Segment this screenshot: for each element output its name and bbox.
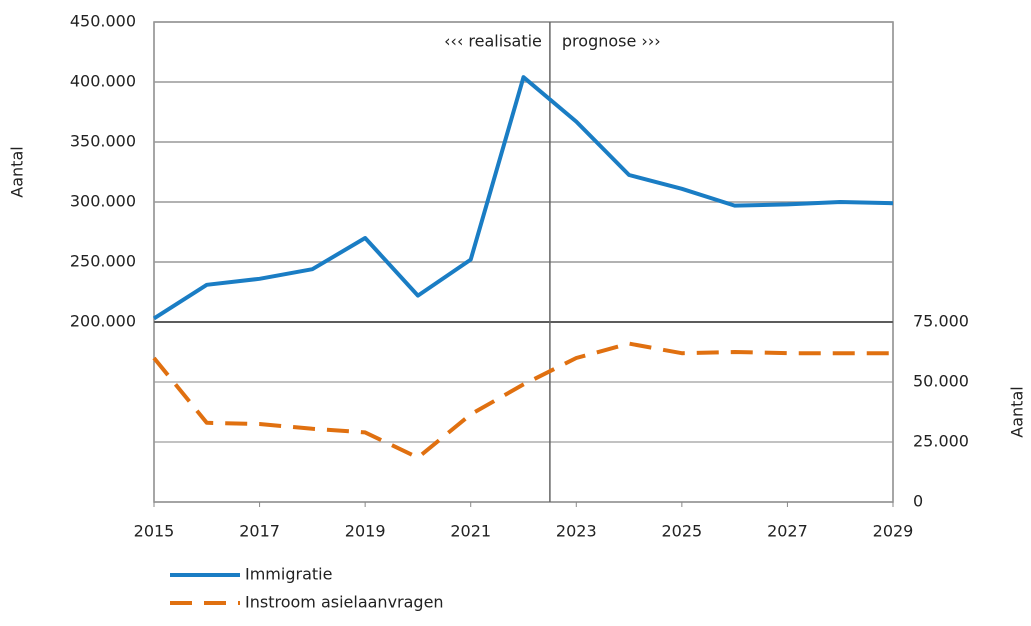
x-tick-label: 2021: [450, 522, 491, 541]
legend-label: Immigratie: [245, 565, 332, 584]
y-tick-label: 250.000: [70, 252, 136, 271]
annotation: prognose ›››: [562, 32, 661, 51]
x-tick-label: 2019: [345, 522, 386, 541]
x-tick-label: 2029: [873, 522, 914, 541]
series-line: [152, 75, 894, 321]
y2-tick-label: 0: [913, 492, 923, 511]
y2-axis-label: Aantal: [1008, 386, 1027, 437]
annotation: ‹‹‹ realisatie: [444, 32, 542, 51]
y-tick-label: 300.000: [70, 192, 136, 211]
y-tick-label: 400.000: [70, 72, 136, 91]
x-tick-label: 2015: [134, 522, 175, 541]
x-tick-label: 2027: [767, 522, 808, 541]
y2-tick-label: 75.000: [913, 312, 969, 331]
x-tick-label: 2023: [556, 522, 597, 541]
legend-label: Instroom asielaanvragen: [245, 593, 444, 612]
y2-tick-label: 50.000: [913, 372, 969, 391]
y-tick-label: 350.000: [70, 132, 136, 151]
y-tick-label: 200.000: [70, 312, 136, 331]
y-axis-label: Aantal: [8, 146, 27, 197]
series-line: [152, 341, 893, 460]
y-tick-label: 450.000: [70, 12, 136, 31]
x-tick-label: 2025: [661, 522, 702, 541]
x-tick-label: 2017: [239, 522, 280, 541]
y2-tick-label: 25.000: [913, 432, 969, 451]
